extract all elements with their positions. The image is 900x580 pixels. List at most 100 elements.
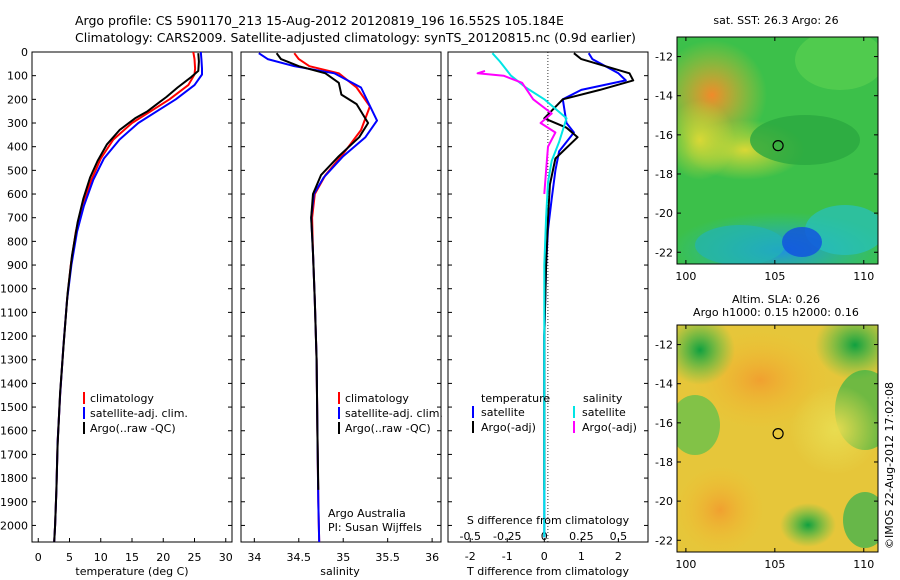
- salinity-panel: 34 34.5 35 35.5 36 salinity climatology sate…: [240, 51, 443, 578]
- series-line-argo-raw-qc-: [275, 52, 370, 490]
- x-tick-label: -1: [502, 550, 513, 563]
- x-tick-label: -2: [465, 550, 476, 563]
- sst-map-panel: sat. SST: 26.3 Argo: 26 100 105 110 -12 -14 -…: [655, 14, 879, 283]
- series-line-t-satellite: [543, 52, 627, 538]
- y-tick-label: 1500: [0, 401, 28, 414]
- x-tick-label: 110: [853, 558, 874, 571]
- y-tick-label: 300: [7, 117, 28, 130]
- difference-axes-frame: [447, 51, 649, 543]
- difference-panel: -2 -1 0 1 2-0.5 -0.25 0 0.25 0.5 S difference fr…: [447, 51, 649, 578]
- series-line-climatology: [293, 52, 371, 543]
- x-tick-label: 20: [156, 551, 170, 564]
- y-tick-label: 1800: [0, 472, 28, 485]
- y-tick-label: 2000: [0, 519, 28, 532]
- series-line-argo-raw-qc-: [53, 53, 200, 543]
- legend-label-t-satellite: satellite: [481, 406, 525, 419]
- x-tick-label: 0: [35, 551, 42, 564]
- x-tick-label: 2: [615, 550, 622, 563]
- y-tick-label: -22: [655, 246, 673, 259]
- s-tick-label: 0.25: [569, 530, 594, 543]
- annotation-pi: PI: Susan Wijffels: [328, 521, 422, 534]
- credit-text: ©IMOS 22-Aug-2012 17:02:08: [883, 382, 896, 549]
- y-tick-label: 400: [7, 141, 28, 154]
- x-tick-label: 110: [853, 270, 874, 283]
- sla-map-subtitle: Argo h1000: 0.15 h2000: 0.16: [693, 306, 859, 319]
- legend-label-t-argo: Argo(-adj): [481, 421, 536, 434]
- y-tick-label: 1200: [0, 330, 28, 343]
- y-tick-label: -12: [655, 339, 673, 352]
- y-tick-label: -14: [655, 378, 673, 391]
- x-tick-label: 0: [541, 550, 548, 563]
- difference-t-xlabel: T difference from climatology: [466, 565, 629, 578]
- legend-label-satellite: satellite-adj. clim.: [90, 407, 188, 420]
- y-tick-label: -22: [655, 534, 673, 547]
- y-tick-label: 600: [7, 188, 28, 201]
- x-tick-label: 35.5: [375, 551, 400, 564]
- temperature-panel: 0100200300400500600700800900100011001200…: [0, 46, 233, 578]
- s-tick-label: 0.5: [610, 530, 628, 543]
- salinity-legend: climatology satellite-adj. clim. Argo(..…: [338, 392, 443, 435]
- legend-title-salinity: salinity: [583, 392, 623, 405]
- y-tick-label: 200: [7, 93, 28, 106]
- legend-label-s-satellite: satellite: [582, 406, 626, 419]
- y-tick-label: 700: [7, 212, 28, 225]
- series-line-s-argo-adj-: [476, 69, 557, 195]
- x-tick-label: 34.5: [287, 551, 312, 564]
- y-tick-label: 0: [21, 46, 28, 59]
- sst-map-frame: [676, 36, 879, 265]
- sst-heatmap: [677, 37, 878, 264]
- temperature-legend: climatology satellite-adj. clim. Argo(..…: [83, 392, 188, 435]
- legend-label-climatology: climatology: [90, 392, 154, 405]
- difference-s-label: S difference from climatology: [467, 514, 630, 527]
- header-line-2: Climatology: CARS2009. Satellite-adjuste…: [75, 30, 636, 45]
- legend-label-satellite: satellite-adj. clim.: [345, 407, 443, 420]
- x-tick-label: 35: [336, 551, 350, 564]
- y-tick-label: -14: [655, 90, 673, 103]
- x-tick-label: 100: [675, 270, 696, 283]
- legend-title-temperature: temperature: [481, 392, 550, 405]
- y-tick-label: 1400: [0, 377, 28, 390]
- difference-legend: temperature salinity satellite Argo(-adj…: [472, 392, 637, 434]
- x-tick-label: 100: [675, 558, 696, 571]
- legend-label-s-argo: Argo(-adj): [582, 421, 637, 434]
- y-tick-label: 1600: [0, 425, 28, 438]
- x-tick-label: 15: [125, 551, 139, 564]
- sla-map-panel: Altim. SLA: 0.26 Argo h1000: 0.15 h2000:…: [655, 293, 879, 571]
- y-tick-label: 100: [7, 70, 28, 83]
- x-tick-label: 30: [219, 551, 233, 564]
- temperature-xlabel: temperature (deg C): [75, 565, 188, 578]
- salinity-axes-frame: [240, 51, 442, 543]
- x-tick-label: 5: [66, 551, 73, 564]
- x-tick-label: 10: [94, 551, 108, 564]
- y-tick-label: -12: [655, 51, 673, 64]
- sst-map-title: sat. SST: 26.3 Argo: 26: [713, 14, 838, 27]
- x-tick-label: 105: [764, 558, 785, 571]
- header-line-1: Argo profile: CS 5901170_213 15-Aug-2012…: [75, 13, 564, 28]
- y-tick-label: 1300: [0, 354, 28, 367]
- x-tick-label: 34: [247, 551, 261, 564]
- y-tick-label: 900: [7, 259, 28, 272]
- y-tick-label: 1900: [0, 496, 28, 509]
- y-tick-label: 1700: [0, 448, 28, 461]
- argo-location-marker: [772, 140, 784, 152]
- y-tick-label: 800: [7, 235, 28, 248]
- y-tick-label: 500: [7, 164, 28, 177]
- series-line-s-satellite: [491, 52, 568, 538]
- sla-heatmap: [677, 325, 878, 552]
- x-tick-label: 105: [764, 270, 785, 283]
- sla-map-title: Altim. SLA: 0.26: [732, 293, 820, 306]
- s-tick-label: -0.5: [459, 530, 480, 543]
- legend-label-climatology: climatology: [345, 392, 409, 405]
- y-tick-label: -20: [655, 495, 673, 508]
- y-tick-label: -20: [655, 207, 673, 220]
- y-tick-label: -18: [655, 168, 673, 181]
- y-tick-label: -16: [655, 129, 673, 142]
- legend-label-argo: Argo(..raw -QC): [90, 422, 176, 435]
- x-tick-label: 25: [188, 551, 202, 564]
- annotation-argo-australia: Argo Australia: [328, 507, 406, 520]
- y-tick-label: 1000: [0, 283, 28, 296]
- y-tick-label: -18: [655, 456, 673, 469]
- salinity-xlabel: salinity: [320, 565, 360, 578]
- s-tick-label: -0.25: [493, 530, 521, 543]
